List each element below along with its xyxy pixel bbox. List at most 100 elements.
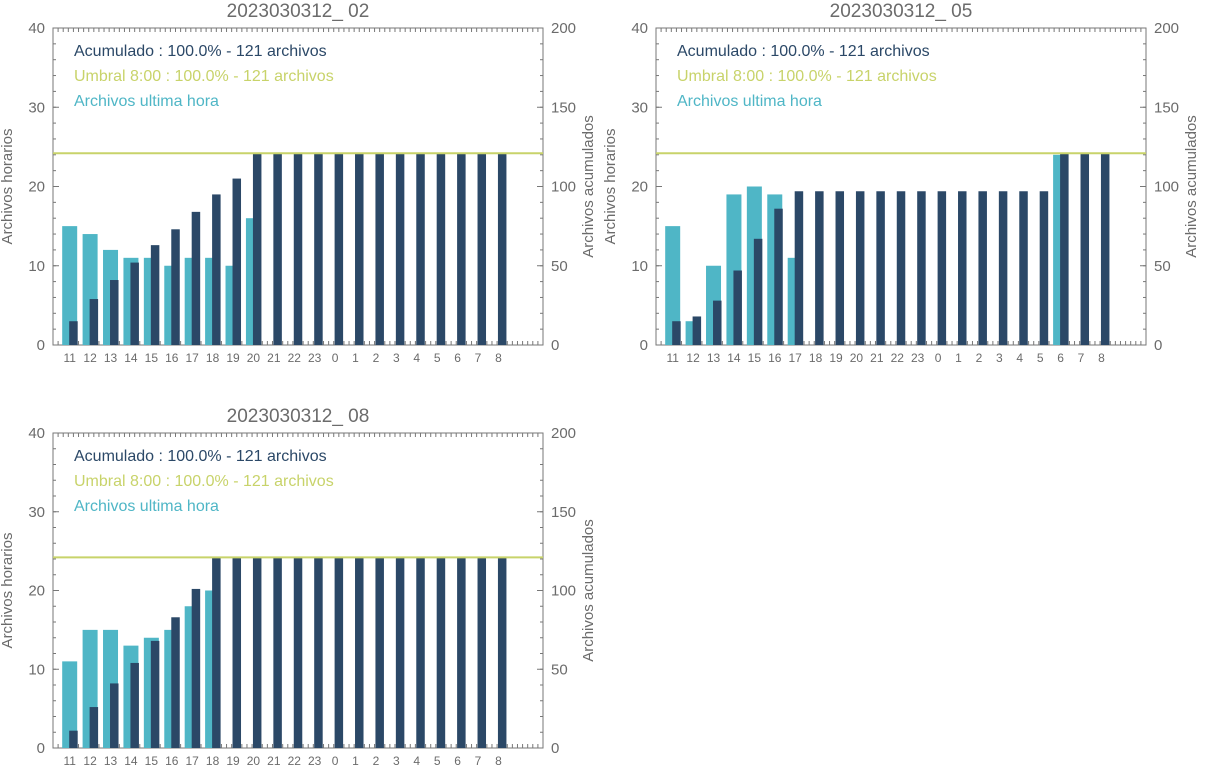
x-tick-label: 1 (352, 351, 359, 365)
y2-tick-label: 150 (551, 504, 576, 521)
y2-tick-label: 50 (1154, 258, 1171, 275)
bar-hourly-11 (62, 226, 78, 345)
y-tick-label: 0 (37, 337, 45, 354)
x-tick-label: 12 (83, 351, 97, 365)
x-tick-label: 16 (165, 754, 179, 768)
bar-cumulative-14 (130, 262, 139, 345)
x-tick-label: 15 (748, 351, 762, 365)
x-tick-label: 20 (247, 754, 261, 768)
x-tick-label: 4 (413, 351, 420, 365)
x-tick-label: 6 (454, 351, 461, 365)
x-tick-label: 15 (145, 754, 159, 768)
x-tick-label: 18 (809, 351, 823, 365)
y-tick-label: 10 (28, 661, 45, 678)
bar-cumulative-0 (937, 191, 947, 345)
legend-entry: Acumulado : 100.0% - 121 archivos (74, 43, 327, 60)
x-tick-label: 19 (829, 351, 843, 365)
x-tick-label: 3 (393, 754, 400, 768)
chart-title: 2023030312_ 02 (227, 1, 370, 22)
x-tick-label: 3 (393, 351, 400, 365)
bar-hourly-11 (665, 226, 681, 345)
y-tick-label: 20 (28, 583, 45, 600)
bar-cumulative-20 (252, 557, 262, 748)
x-tick-label: 5 (434, 351, 441, 365)
bar-cumulative-18 (212, 557, 221, 748)
bar-cumulative-11 (69, 730, 78, 748)
bar-cumulative-21 (876, 191, 885, 345)
bar-cumulative-15 (753, 238, 763, 345)
y-tick-label: 30 (631, 99, 648, 116)
x-tick-label: 5 (1037, 351, 1044, 365)
bar-cumulative-6 (1060, 153, 1069, 345)
x-tick-label: 21 (267, 754, 281, 768)
bar-cumulative-13 (110, 280, 119, 345)
bar-cumulative-0 (334, 557, 344, 748)
legend-entry: Acumulado : 100.0% - 121 archivos (74, 448, 327, 465)
x-tick-label: 2 (373, 351, 380, 365)
x-tick-label: 18 (206, 351, 220, 365)
y-tick-label: 30 (28, 99, 45, 116)
bar-cumulative-12 (89, 299, 99, 345)
y2-axis-label: Archivos acumulados (1183, 115, 1200, 258)
bar-cumulative-22 (896, 191, 906, 345)
y2-tick-label: 0 (551, 740, 559, 757)
chart-svg: 2023030312_ 05010203040050100150200Archi… (603, 1, 1200, 365)
x-tick-label: 7 (475, 754, 482, 768)
x-tick-label: 21 (267, 351, 281, 365)
bar-cumulative-23 (314, 557, 323, 748)
bar-hourly-11 (62, 661, 78, 748)
x-tick-label: 12 (686, 351, 700, 365)
bar-cumulative-4 (416, 557, 425, 748)
x-tick-label: 16 (768, 351, 782, 365)
y2-tick-label: 200 (1154, 20, 1179, 37)
y2-tick-label: 100 (1154, 179, 1179, 196)
x-tick-label: 19 (226, 754, 240, 768)
x-tick-label: 23 (911, 351, 925, 365)
bar-cumulative-1 (355, 557, 364, 748)
x-tick-label: 16 (165, 351, 179, 365)
x-tick-label: 15 (145, 351, 159, 365)
bar-cumulative-2 (978, 191, 987, 345)
y-tick-label: 40 (28, 425, 45, 442)
bar-cumulative-19 (835, 191, 845, 345)
x-tick-label: 2 (373, 754, 380, 768)
bar-cumulative-11 (69, 321, 78, 345)
chart-svg: 2023030312_ 08010203040050100150200Archi… (0, 406, 597, 768)
bar-cumulative-4 (1019, 191, 1028, 345)
bar-cumulative-17 (191, 211, 201, 345)
y-tick-label: 40 (631, 20, 648, 37)
bar-cumulative-16 (774, 208, 783, 345)
x-tick-label: 22 (891, 351, 905, 365)
bar-cumulative-11 (672, 321, 681, 345)
y-tick-label: 10 (631, 258, 648, 275)
x-tick-label: 21 (870, 351, 884, 365)
bar-cumulative-3 (998, 191, 1008, 345)
bar-cumulative-4 (416, 153, 425, 345)
x-tick-label: 23 (308, 754, 322, 768)
y2-tick-label: 150 (551, 99, 576, 116)
bar-cumulative-1 (355, 153, 364, 345)
y-tick-label: 0 (37, 740, 45, 757)
bar-cumulative-0 (334, 153, 344, 345)
y-tick-label: 30 (28, 504, 45, 521)
x-tick-label: 23 (308, 351, 322, 365)
bar-cumulative-12 (89, 707, 99, 748)
x-tick-label: 1 (955, 351, 962, 365)
legend-entry: Acumulado : 100.0% - 121 archivos (677, 43, 930, 60)
bar-cumulative-17 (191, 588, 201, 748)
legend-entry: Archivos ultima hora (677, 93, 822, 110)
x-tick-label: 5 (434, 754, 441, 768)
x-tick-label: 11 (63, 351, 76, 365)
bar-cumulative-16 (171, 617, 180, 748)
y-tick-label: 40 (28, 20, 45, 37)
bar-cumulative-18 (212, 194, 221, 345)
bar-cumulative-7 (1080, 153, 1090, 345)
y2-tick-label: 200 (551, 425, 576, 442)
x-tick-label: 7 (1078, 351, 1085, 365)
y2-tick-label: 200 (551, 20, 576, 37)
chart-panel-3: 2023030312_ 08 0 10 20 30 40 0 50 100 150 200 Archi… (0, 405, 603, 771)
y2-tick-label: 0 (551, 337, 559, 354)
y2-axis-label: Archivos acumulados (580, 519, 597, 662)
x-tick-label: 0 (332, 351, 339, 365)
x-tick-label: 6 (454, 754, 461, 768)
